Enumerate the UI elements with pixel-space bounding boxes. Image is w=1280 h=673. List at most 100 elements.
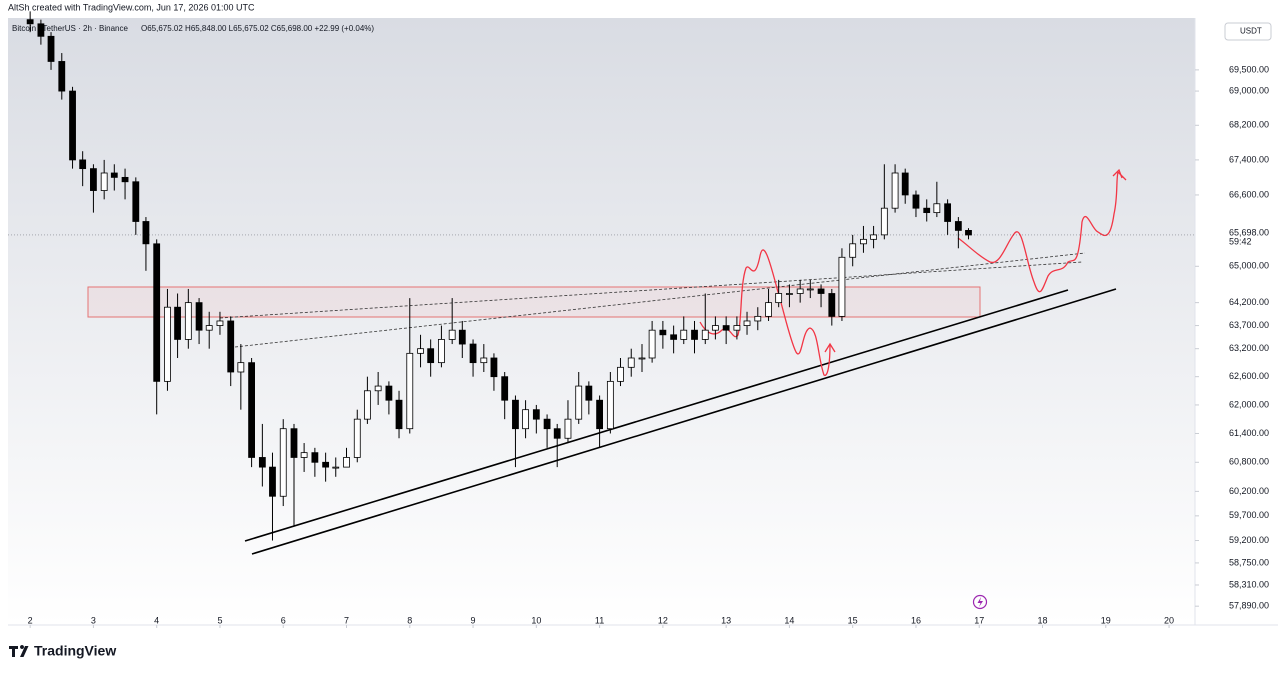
candle-body [406, 352, 414, 430]
x-tick-label: 11 [595, 615, 604, 625]
candle-body [944, 203, 952, 222]
currency-box[interactable] [1224, 22, 1272, 41]
event-icon-bolt[interactable] [977, 597, 984, 607]
candle-body [490, 357, 498, 378]
candle-body [385, 385, 393, 401]
candle-body [532, 409, 540, 420]
candle-body [912, 194, 920, 209]
y-tick-label: 62,000.00 [1229, 399, 1269, 409]
trend-line [244, 289, 1069, 542]
candle-body [427, 348, 435, 364]
candle-body [860, 238, 867, 245]
candle-body [933, 203, 941, 214]
candle-body [522, 409, 529, 430]
candle-body [880, 207, 888, 236]
projection-path [957, 170, 1127, 293]
candle-body [786, 293, 793, 295]
candle-body [901, 172, 909, 196]
y-tick-label: 68,200.00 [1229, 120, 1269, 130]
dashed-line [219, 261, 1083, 319]
x-tick-label: 17 [974, 615, 984, 625]
event-icon[interactable] [972, 594, 988, 610]
candle-body [311, 452, 319, 463]
candle-body [733, 325, 741, 331]
y-tick-label: 63,700.00 [1229, 320, 1269, 330]
candle-body [670, 334, 678, 340]
candle-body [711, 325, 719, 331]
currency[interactable]: USDT [1240, 27, 1262, 36]
candle-body [110, 172, 118, 178]
candle-body [965, 230, 972, 236]
x-tick-label: 15 [848, 615, 858, 625]
projection-path [699, 249, 831, 376]
x-tick-label: 8 [407, 615, 412, 625]
candle-body [69, 90, 76, 161]
candle-body [754, 315, 762, 322]
x-tick-label: 3 [91, 615, 96, 625]
y-tick-label: 59,700.00 [1229, 510, 1269, 520]
trend-line [251, 288, 1117, 555]
x-tick-label: 16 [911, 615, 921, 625]
last-price-box [1196, 226, 1242, 248]
candle-body [849, 243, 857, 258]
candle-body [121, 176, 129, 183]
candle-body [164, 306, 171, 382]
candle-body [322, 461, 330, 468]
last-price-label: 65,698.00 [1229, 227, 1269, 237]
candle-body [100, 172, 108, 191]
candle-body [374, 385, 382, 392]
x-tick-label: 5 [217, 615, 222, 625]
candle-body [743, 320, 751, 326]
candle-body [553, 428, 561, 439]
logo-icon[interactable] [9, 645, 29, 657]
dashed-line [234, 252, 1086, 348]
candle-body [627, 357, 635, 368]
attribution: AltSh created with TradingView.com, Jun … [8, 2, 255, 12]
candle-body [279, 428, 287, 497]
candle-body [132, 181, 140, 222]
projection-arrow [1112, 168, 1123, 179]
candle-body [258, 457, 266, 468]
candle-body [596, 399, 604, 430]
x-tick-label: 14 [784, 615, 794, 625]
candle-body [395, 399, 403, 430]
candle-body [469, 343, 477, 364]
candle-body [248, 362, 256, 458]
y-tick-label: 64,200.00 [1229, 297, 1269, 307]
candle-body [775, 293, 783, 304]
candle-body [838, 256, 846, 317]
candle-body [184, 302, 192, 340]
candle-body [954, 221, 962, 231]
x-tick-label: 12 [658, 615, 668, 625]
candle-body [58, 61, 66, 92]
y-tick-label: 66,600.00 [1229, 189, 1269, 199]
x-tick-label: 2 [28, 615, 33, 625]
candle-body [237, 362, 245, 373]
logo-text[interactable]: TradingView [34, 643, 116, 659]
zone-rectangle [87, 286, 981, 318]
candle-body [290, 428, 298, 458]
y-tick-label: 67,400.00 [1229, 154, 1269, 164]
x-tick-label: 13 [721, 615, 731, 625]
candle-body [216, 320, 224, 326]
candle-body [142, 221, 150, 245]
candle-body [174, 306, 181, 340]
candle-body [828, 293, 836, 317]
y-tick-label: 61,400.00 [1229, 428, 1269, 438]
y-tick-label: 62,600.00 [1229, 371, 1269, 381]
ohlc-info: O65,675.02 H65,848.00 L65,675.02 C65,698… [141, 24, 374, 33]
x-tick-label: 9 [471, 615, 476, 625]
candle-body [617, 366, 624, 382]
candle-body [891, 172, 899, 209]
y-tick-label: 58,310.00 [1229, 579, 1269, 589]
candle-body [269, 466, 276, 497]
y-tick-label: 60,200.00 [1229, 486, 1269, 496]
countdown: 59:42 [1229, 236, 1252, 246]
x-tick-label: 7 [344, 615, 349, 625]
candle-body [363, 390, 371, 420]
candle-body [817, 288, 825, 294]
y-tick-label: 58,750.00 [1229, 557, 1269, 567]
candle-body [648, 329, 656, 359]
